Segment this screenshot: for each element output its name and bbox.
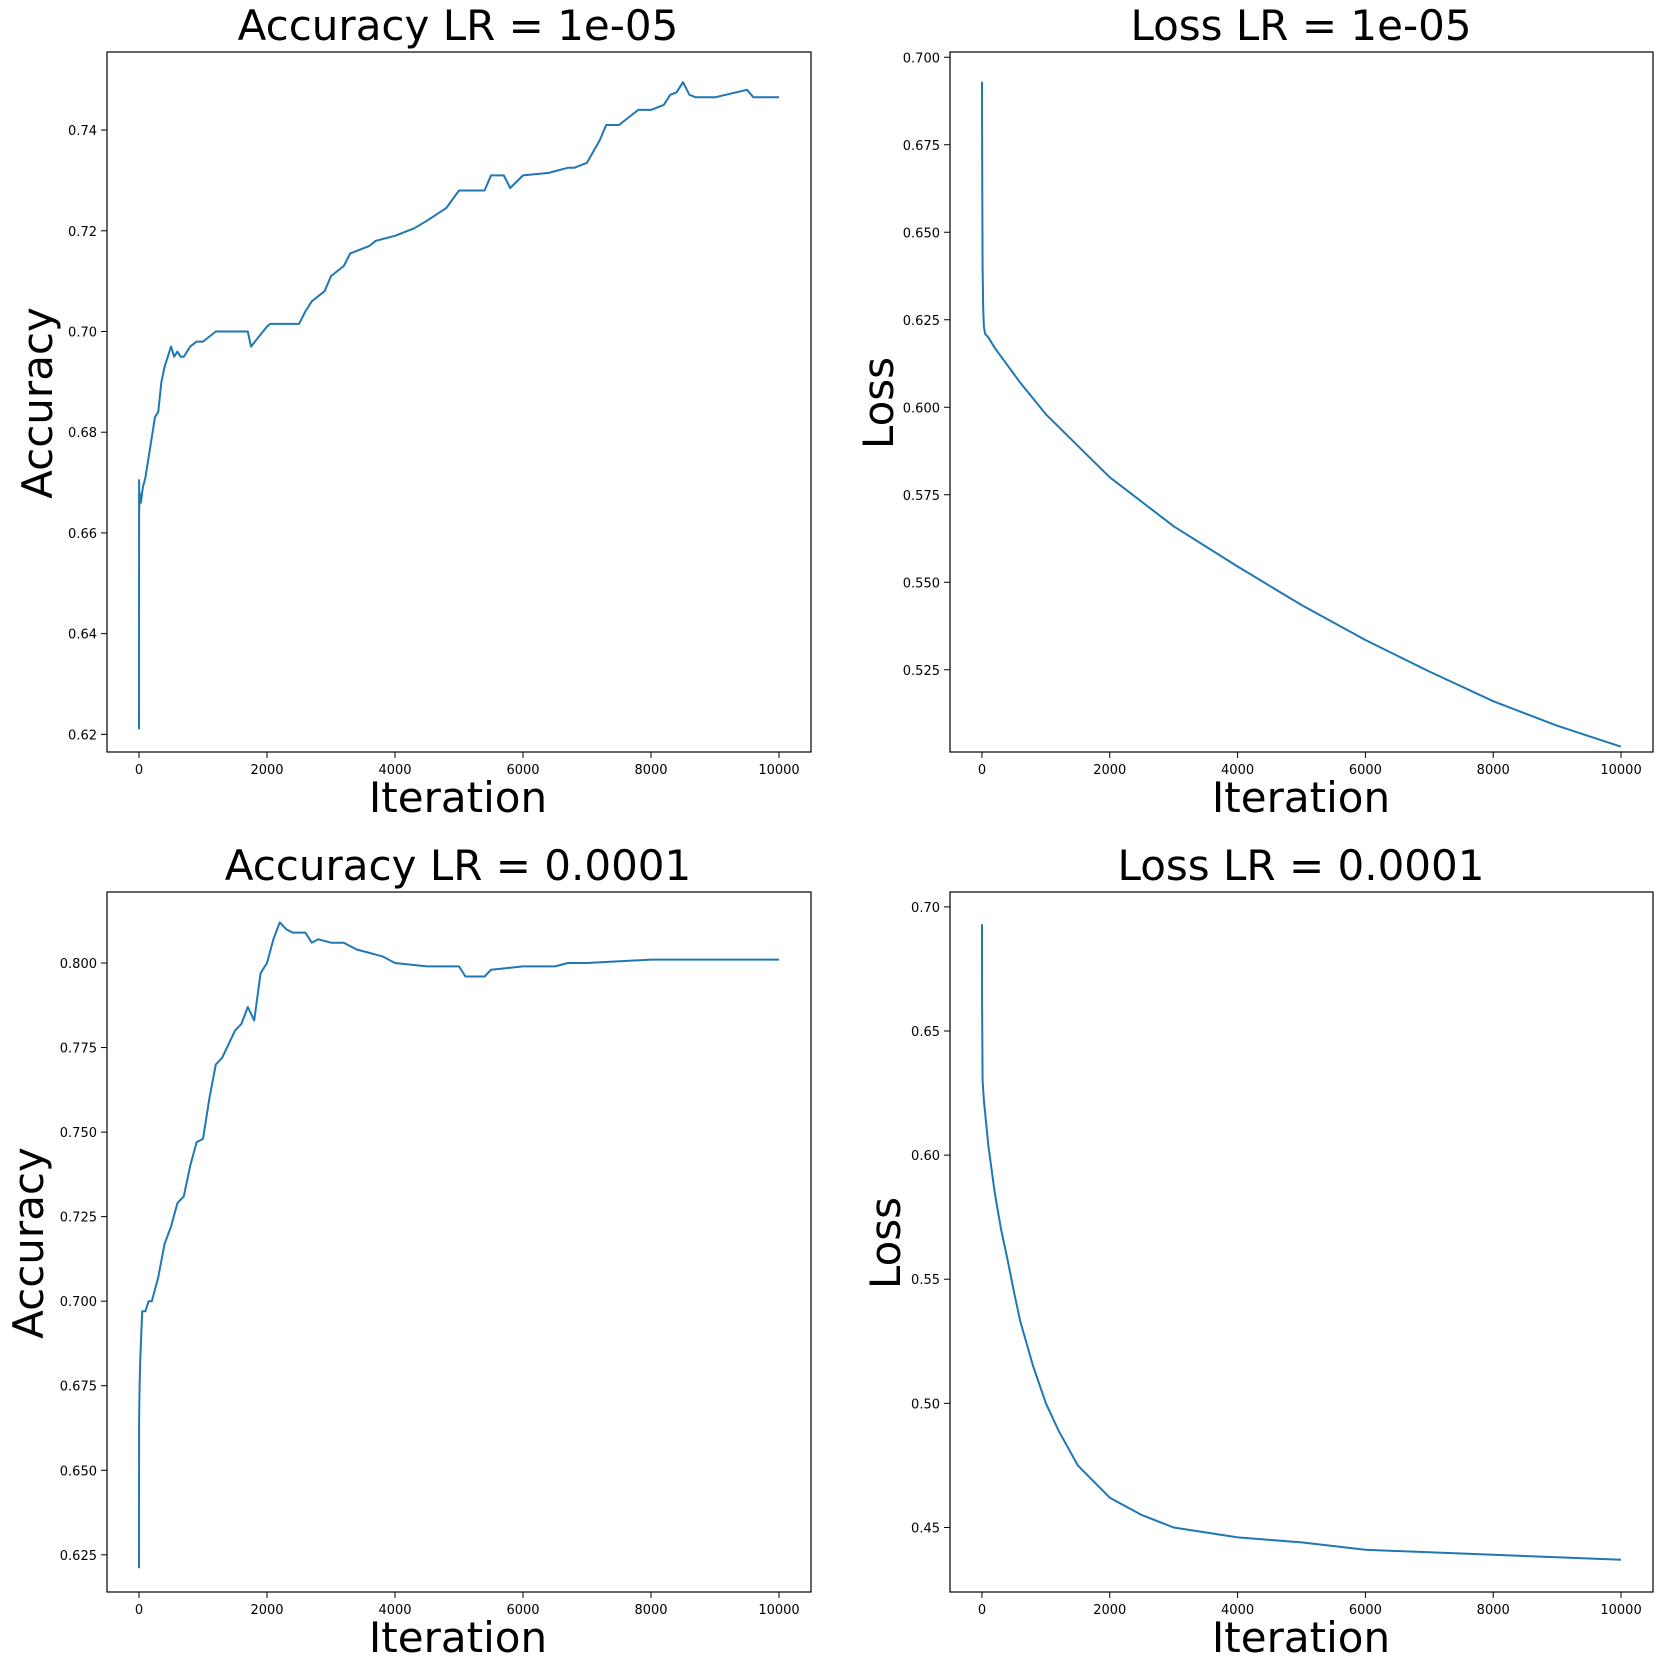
y-tick-label: 0.750 [60, 1126, 97, 1141]
y-tick-label: 0.625 [903, 314, 940, 329]
subplot-title: Accuracy LR = 0.0001 [225, 841, 692, 890]
x-tick-label: 0 [135, 1603, 143, 1618]
y-tick-label: 0.45 [911, 1521, 940, 1536]
y-tick-label: 0.800 [60, 957, 97, 972]
y-axis-label: Loss [854, 357, 903, 449]
y-tick-label: 0.65 [911, 1025, 940, 1040]
x-tick-label: 4000 [1221, 1603, 1254, 1618]
y-tick-label: 0.72 [68, 225, 97, 240]
y-tick-label: 0.64 [68, 628, 97, 643]
x-tick-label: 4000 [378, 763, 411, 778]
y-tick-label: 0.62 [68, 728, 97, 743]
subplot-accuracy-lr-1e-05: Accuracy LR = 1e-05 Iteration Accuracy 0… [13, 1, 812, 822]
y-tick-label: 0.650 [903, 226, 940, 241]
plot-frame [106, 891, 812, 1593]
subplot-loss-lr-0.0001: Loss LR = 0.0001 Iteration Loss 0 2000 400… [861, 841, 1654, 1662]
y-tick-label: 0.775 [60, 1042, 97, 1057]
tick-marks: 0 2000 4000 6000 8000 10000 0.625 0.650 0.675 0.7… [60, 957, 800, 1618]
x-tick-label: 6000 [1349, 1603, 1382, 1618]
x-tick-label: 10000 [1600, 1603, 1641, 1618]
x-tick-label: 6000 [1349, 763, 1382, 778]
series-line [138, 81, 779, 730]
x-tick-label: 2000 [250, 1603, 283, 1618]
x-tick-label: 0 [978, 763, 986, 778]
plot-frame [949, 891, 1654, 1593]
x-tick-label: 10000 [758, 1603, 799, 1618]
series-line [138, 921, 779, 1569]
subplot-accuracy-lr-0.0001: Accuracy LR = 0.0001 Iteration Accuracy … [4, 841, 812, 1662]
tick-marks: 0 2000 4000 6000 8000 10000 0.45 0.50 0.55 0.60 0.… [911, 901, 1642, 1618]
subplot-loss-lr-1e-05: Loss LR = 1e-05 Iteration Loss 0 2000 4000… [854, 1, 1654, 822]
y-tick-label: 0.700 [903, 51, 940, 66]
x-tick-label: 6000 [506, 1603, 539, 1618]
y-tick-label: 0.600 [903, 401, 940, 416]
x-tick-label: 10000 [758, 763, 799, 778]
y-axis-label: Accuracy [13, 307, 62, 499]
y-tick-label: 0.60 [911, 1149, 940, 1164]
x-tick-label: 8000 [1477, 1603, 1510, 1618]
y-tick-label: 0.700 [60, 1295, 97, 1310]
y-tick-label: 0.550 [903, 576, 940, 591]
x-tick-label: 2000 [250, 763, 283, 778]
x-tick-label: 4000 [1221, 763, 1254, 778]
x-tick-label: 2000 [1093, 763, 1126, 778]
x-tick-label: 6000 [506, 763, 539, 778]
series-line [981, 924, 1622, 1561]
y-tick-label: 0.675 [60, 1380, 97, 1395]
x-axis-label: Iteration [369, 773, 547, 822]
y-tick-label: 0.575 [903, 489, 940, 504]
x-axis-label: Iteration [1212, 1613, 1390, 1662]
y-tick-label: 0.68 [68, 426, 97, 441]
tick-marks: 0 2000 4000 6000 8000 10000 0.62 0.64 0.66 0.68 0.… [68, 124, 800, 778]
plot-frame [106, 51, 812, 753]
y-tick-label: 0.525 [903, 664, 940, 679]
series-line [981, 81, 1622, 748]
y-tick-label: 0.625 [60, 1549, 97, 1564]
x-tick-label: 8000 [1477, 763, 1510, 778]
subplot-title: Loss LR = 0.0001 [1118, 841, 1485, 890]
y-axis-label: Loss [861, 1197, 910, 1289]
x-tick-label: 0 [135, 763, 143, 778]
subplot-title: Accuracy LR = 1e-05 [238, 1, 679, 50]
tick-marks: 0 2000 4000 6000 8000 10000 0.525 0.550 0.575 0.6… [903, 51, 1642, 778]
x-tick-label: 0 [978, 1603, 986, 1618]
y-tick-label: 0.675 [903, 139, 940, 154]
y-tick-label: 0.66 [68, 527, 97, 542]
y-tick-label: 0.70 [911, 901, 940, 916]
y-tick-label: 0.50 [911, 1397, 940, 1412]
x-tick-label: 2000 [1093, 1603, 1126, 1618]
x-tick-label: 8000 [634, 1603, 667, 1618]
x-tick-label: 8000 [634, 763, 667, 778]
y-axis-label: Accuracy [4, 1147, 53, 1339]
subplot-title: Loss LR = 1e-05 [1130, 1, 1471, 50]
x-axis-label: Iteration [1212, 773, 1390, 822]
x-tick-label: 10000 [1600, 763, 1641, 778]
y-tick-label: 0.74 [68, 124, 97, 139]
x-tick-label: 4000 [378, 1603, 411, 1618]
y-tick-label: 0.650 [60, 1464, 97, 1479]
x-axis-label: Iteration [369, 1613, 547, 1662]
y-tick-label: 0.55 [911, 1273, 940, 1288]
y-tick-label: 0.70 [68, 325, 97, 340]
plot-frame [949, 51, 1654, 753]
y-tick-label: 0.725 [60, 1211, 97, 1226]
